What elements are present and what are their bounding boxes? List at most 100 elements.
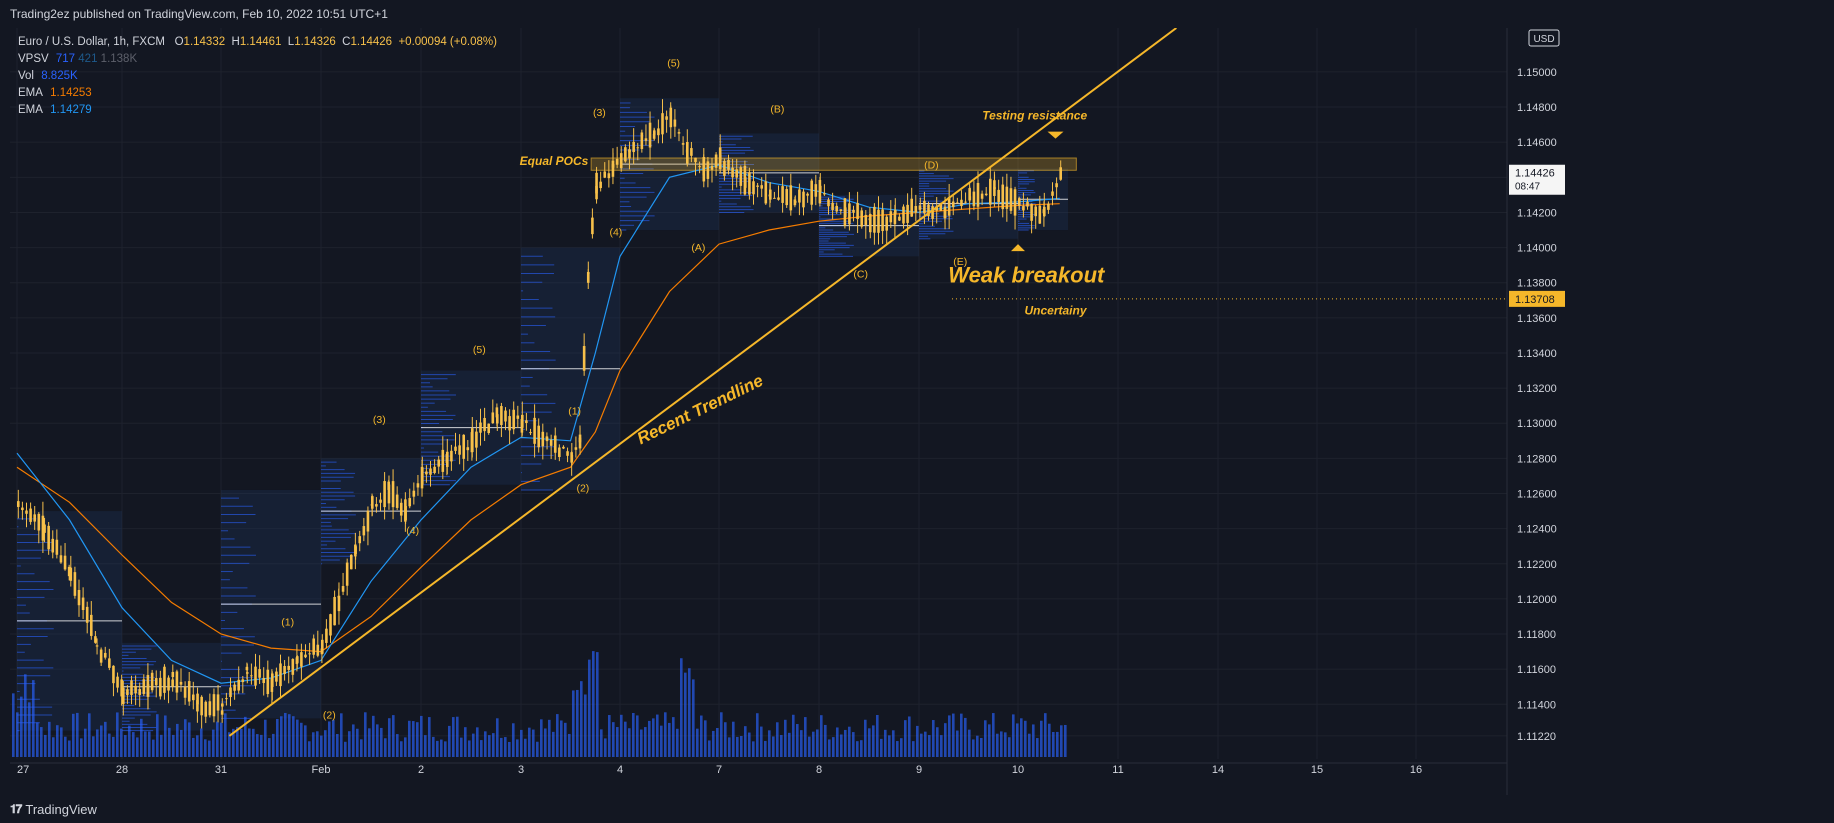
candle-body (395, 494, 399, 508)
candle-body (624, 147, 627, 162)
price-tick-label: 1.12200 (1517, 559, 1557, 571)
volume-bar (464, 727, 467, 757)
volume-bar (544, 728, 547, 757)
candle-body (657, 128, 660, 136)
candle-body (976, 182, 980, 207)
candle-body (827, 199, 830, 207)
candle-body (545, 437, 549, 442)
price-tick-label: 1.13400 (1517, 348, 1557, 360)
close-label: C (342, 36, 351, 48)
volume-bar (600, 729, 603, 757)
candle-body (541, 431, 545, 447)
volume-bar (40, 727, 43, 757)
candle-body (167, 677, 170, 691)
candle-body (225, 698, 228, 700)
volume-bar (136, 737, 139, 757)
candle-body (923, 200, 926, 214)
legend-ema-slow-row[interactable]: EMA 1.14253 (18, 85, 497, 102)
volume-bar (656, 714, 659, 757)
candle-body (441, 449, 445, 472)
candle-body (221, 703, 224, 707)
candle-body (258, 669, 261, 678)
candle-body (1018, 198, 1021, 206)
volume-bar (820, 715, 823, 757)
candle-body (321, 639, 324, 654)
volume-bar (524, 738, 527, 757)
candle-body (154, 678, 158, 686)
candle-body (233, 684, 236, 691)
volume-bar (648, 720, 651, 757)
volume-bar (884, 729, 887, 757)
candle-body (1030, 203, 1033, 221)
candle-body (881, 209, 884, 232)
price-tick-label: 1.11600 (1517, 664, 1556, 676)
legend-ema-fast-row[interactable]: EMA 1.14279 (18, 102, 497, 119)
legend-vol-row[interactable]: Vol 8.825K (18, 68, 497, 85)
volume-bar (412, 721, 415, 757)
candle-body (644, 138, 648, 141)
candle-body (731, 167, 734, 178)
ema-slow-value: 1.14253 (50, 87, 92, 99)
volume-bar (200, 728, 203, 757)
candle-body (325, 628, 328, 643)
volume-bar (400, 741, 403, 757)
volume-bar (344, 741, 347, 757)
volume-bar (968, 729, 971, 757)
volume-bar (924, 731, 927, 757)
tradingview-logo-icon: 𝟏𝟕 (10, 802, 22, 816)
volume-bar (1004, 732, 1007, 757)
volume-bar (764, 740, 767, 757)
equal-pocs-label: Equal POCs (520, 154, 589, 168)
volume-bar (48, 721, 51, 757)
legend-vpsv-row[interactable]: VPSV 717 421 1.138K (18, 51, 497, 68)
candle-body (200, 696, 203, 716)
resistance-arrow-icon (1047, 131, 1064, 139)
candle-body (814, 184, 818, 197)
volume-bar (276, 719, 279, 757)
candle-body (471, 428, 474, 452)
volume-bar (972, 739, 975, 757)
candle-body (90, 614, 93, 636)
candle-body (116, 676, 119, 688)
level-price-tag[interactable] (1509, 290, 1565, 307)
volume-bar (216, 721, 219, 757)
date-tick-label: 9 (916, 764, 922, 776)
volume-bar (152, 739, 155, 757)
candle-body (785, 189, 788, 206)
publish-info: Trading2ez published on TradingView.com,… (10, 7, 388, 21)
symbol-name[interactable]: Euro / U.S. Dollar, 1h, FXCM (18, 36, 165, 48)
candle-body (337, 595, 341, 612)
volume-bar (860, 740, 863, 757)
candle-body (653, 130, 656, 135)
volume-bar (252, 728, 255, 757)
candle-body (266, 669, 270, 695)
current-price-tag[interactable] (1509, 164, 1565, 195)
candle-body (108, 658, 111, 668)
volume-bar (580, 681, 583, 757)
volume-bar (672, 717, 675, 757)
candle-body (408, 498, 412, 507)
candle-body (433, 466, 436, 473)
volume-bar (664, 712, 667, 757)
volume-bar (552, 731, 555, 757)
candle-body (869, 214, 872, 233)
volume-bar (536, 741, 539, 757)
volume-bar (372, 715, 375, 757)
price-chart[interactable]: (1) (2) (3) (4) (5) (1) (2) (3) (4) (5) (A) (B) (C) (… (10, 28, 1763, 795)
volume-bar (180, 729, 183, 757)
volume-bar (92, 736, 95, 757)
currency-badge[interactable] (1528, 29, 1560, 47)
candle-body (383, 481, 386, 508)
volume-bar (816, 729, 819, 757)
volume-bar (932, 720, 935, 757)
candle-body (1055, 183, 1058, 188)
candle-body (454, 446, 457, 451)
volume-bar (912, 741, 915, 757)
volume-bar (168, 727, 171, 757)
brand-name: TradingView (25, 802, 97, 817)
volume-bar (796, 724, 799, 757)
chart-pane[interactable]: (1) (2) (3) (4) (5) (1) (2) (3) (4) (5) (A) (B) (C) (… (10, 28, 1763, 795)
price-tick-label: 1.11400 (1517, 699, 1556, 711)
candle-body (1043, 206, 1046, 217)
tradingview-brand[interactable]: 𝟏𝟕 TradingView (10, 802, 97, 817)
